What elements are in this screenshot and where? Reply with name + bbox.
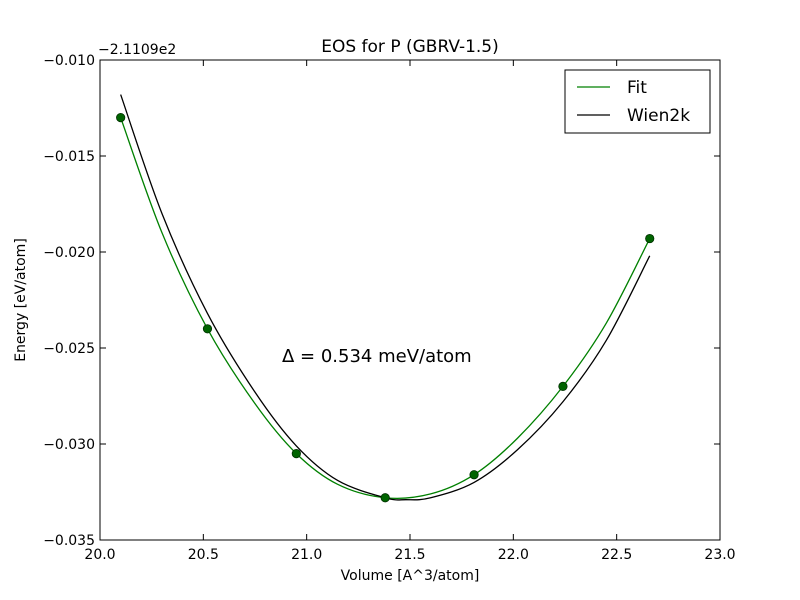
x-tick-label: 21.0 [291,547,322,563]
x-tick-label: 23.0 [704,547,735,563]
data-point [469,470,479,480]
y-tick-label: −0.010 [43,53,95,69]
series-lines [120,94,651,501]
x-tick-label: 21.5 [394,547,425,563]
legend-label-fit: Fit [627,78,647,98]
x-tick-label: 22.5 [601,547,632,563]
series-line-wien2k [120,94,651,501]
y-axis-title: Energy [eV/atom] [13,238,29,362]
legend: Fit Wien2k [564,69,711,134]
data-point [558,381,568,391]
x-tick-label: 22.0 [498,547,529,563]
data-point [202,324,213,334]
x-axis-title: Volume [A^3/atom] [341,568,480,584]
x-axis: 20.0 20.5 21.0 21.5 22.0 22.5 23.0 [84,60,736,563]
data-point [291,448,301,459]
data-point [380,493,390,503]
data-point [116,113,126,123]
y-tick-label: −0.015 [43,149,95,165]
data-markers [116,113,655,503]
y-tick-label: −0.020 [43,245,95,261]
legend-label-wien2k: Wien2k [627,106,690,126]
y-tick-label: −0.030 [43,437,95,453]
data-point [645,233,655,244]
chart-title: EOS for P (GBRV-1.5) [321,37,499,57]
legend-box [564,69,711,134]
x-tick-label: 20.5 [188,547,219,563]
y-axis: −0.035 −0.030 −0.025 −0.020 −0.015 −0.010 [43,53,720,549]
y-tick-label: −0.035 [43,533,95,549]
x-tick-label: 20.0 [84,547,115,563]
y-tick-label: −0.025 [43,341,95,357]
series-line-fit [120,117,651,500]
y-offset-label: −2.1109e2 [98,42,176,58]
delta-annotation: Δ = 0.534 meV/atom [282,346,472,367]
